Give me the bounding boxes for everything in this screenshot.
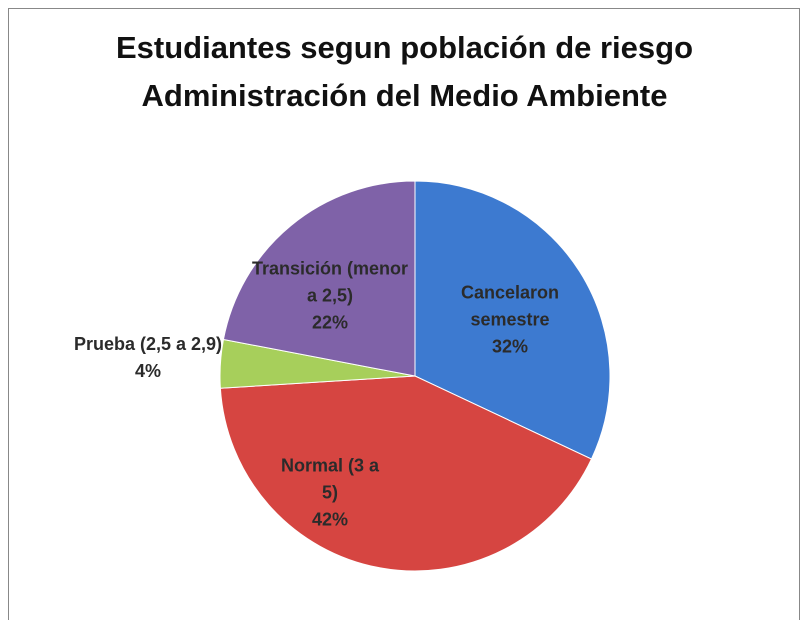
value-label: 42%	[311, 509, 349, 530]
pie-slice	[219, 375, 593, 572]
category-label: Transición (menor a 2,5)	[251, 258, 409, 306]
slice-label: Transición (menor a 2,5) 22%	[250, 256, 410, 337]
pie-slice	[414, 180, 611, 460]
value-label: 32%	[491, 336, 529, 357]
category-label: Prueba (2,5 a 2,9)	[73, 334, 223, 354]
slice-label: Prueba (2,5 a 2,9) 4%	[73, 331, 223, 385]
pie-slice	[222, 180, 416, 377]
slice-label: Normal (3 a 5) 42%	[275, 453, 385, 534]
value-label: 4%	[134, 361, 161, 381]
chart-title: Administración del Medio Ambiente	[141, 78, 668, 113]
category-label: Cancelaron semestre	[460, 282, 560, 330]
category-label: Normal (3 a 5)	[280, 455, 380, 503]
value-label: 22%	[311, 312, 349, 333]
chart-title: Estudiantes segun población de riesgo	[115, 30, 694, 65]
slice-label: Cancelaron semestre 32%	[445, 280, 575, 361]
